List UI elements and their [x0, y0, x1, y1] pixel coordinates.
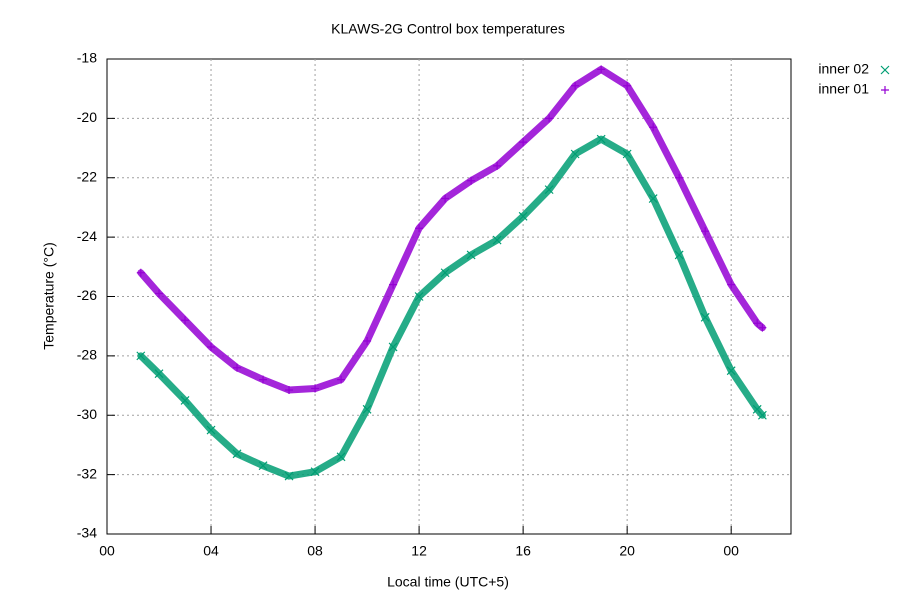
x-tick-label: 16 — [515, 543, 531, 559]
y-tick-label: -32 — [77, 465, 97, 481]
data-point — [675, 173, 684, 182]
data-point — [415, 224, 424, 233]
y-tick-label: -22 — [77, 168, 97, 184]
data-point — [726, 366, 736, 376]
data-point — [310, 467, 320, 477]
data-point — [518, 211, 528, 221]
data-point — [336, 452, 346, 462]
series-line — [137, 65, 766, 394]
data-point — [648, 194, 658, 203]
data-point — [258, 461, 268, 471]
y-tick-label: -30 — [77, 406, 97, 422]
data-point — [284, 471, 294, 481]
data-point — [155, 289, 164, 298]
y-tick-label: -24 — [77, 228, 97, 244]
data-point — [753, 319, 762, 328]
data-point — [622, 149, 632, 159]
y-tick-label: -26 — [77, 287, 97, 303]
data-point — [233, 363, 242, 372]
data-point — [285, 386, 294, 395]
data-point — [441, 194, 450, 203]
x-tick-label: 08 — [307, 543, 323, 559]
data-point — [466, 250, 476, 260]
x-tick-label: 00 — [723, 543, 739, 559]
y-tick-label: -20 — [77, 109, 97, 125]
data-point — [389, 280, 398, 289]
data-point — [311, 384, 320, 393]
data-point — [757, 410, 767, 420]
y-tick-label: -34 — [77, 525, 97, 541]
x-tick-label: 12 — [411, 543, 427, 559]
data-point — [570, 149, 580, 159]
data-point — [136, 351, 146, 361]
data-point — [388, 342, 398, 352]
series-line — [137, 135, 766, 480]
data-point — [232, 449, 242, 459]
y-axis-label: Temperature (°C) — [41, 242, 57, 350]
y-tick-label: -28 — [77, 347, 97, 363]
data-point — [571, 81, 580, 90]
data-point — [207, 342, 216, 351]
data-point — [701, 227, 710, 236]
data-point — [623, 81, 632, 90]
data-point — [596, 134, 606, 144]
data-point — [136, 268, 145, 277]
data-point — [154, 369, 164, 379]
data-point — [700, 312, 710, 322]
data-point — [337, 375, 346, 384]
y-tick-label: -18 — [77, 50, 97, 66]
data-point — [259, 375, 268, 384]
data-point — [674, 250, 684, 260]
data-point — [519, 138, 528, 147]
legend-marker — [880, 65, 890, 75]
x-axis-label: Local time (UTC+5) — [387, 574, 509, 590]
x-tick-label: 00 — [99, 543, 115, 559]
data-point — [206, 425, 216, 435]
legend-label: inner 02 — [818, 61, 869, 77]
legend-marker — [881, 86, 889, 94]
data-point — [758, 323, 767, 332]
x-tick-label: 20 — [619, 543, 635, 559]
data-point — [363, 337, 372, 346]
legend-label: inner 01 — [818, 81, 869, 97]
data-point — [181, 316, 190, 325]
data-point — [597, 65, 606, 74]
data-point — [727, 280, 736, 289]
data-point — [467, 176, 476, 185]
x-tick-label: 04 — [203, 543, 219, 559]
data-point — [492, 235, 502, 245]
data-point — [362, 404, 372, 414]
data-point — [544, 185, 554, 195]
data-point — [414, 292, 424, 301]
data-point — [180, 395, 190, 405]
data-point — [649, 123, 658, 132]
data-point — [493, 161, 502, 170]
data-point — [440, 268, 450, 278]
data-point — [545, 114, 554, 123]
chart-title: KLAWS-2G Control box temperatures — [331, 21, 565, 37]
